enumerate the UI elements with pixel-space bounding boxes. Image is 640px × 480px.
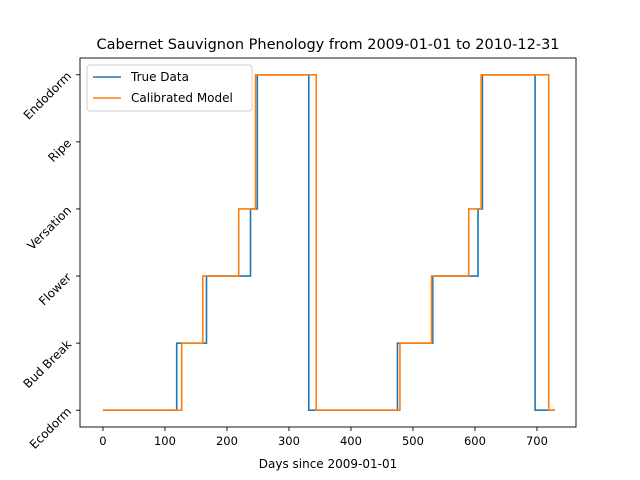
x-axis: 0 100 200 300 400 500 600 700 <box>99 427 548 448</box>
x-tick-label: 700 <box>526 434 548 448</box>
axes-frame <box>79 57 577 428</box>
y-tick-label: Versation <box>24 203 74 253</box>
legend-box <box>86 64 253 112</box>
x-tick-label: 300 <box>278 434 300 448</box>
legend-label: True Data <box>130 70 189 84</box>
y-tick-label: Ripe <box>45 136 74 165</box>
chart-title: Cabernet Sauvignon Phenology from 2009-0… <box>96 37 559 53</box>
y-tick-label: Endodorm <box>21 69 74 122</box>
series-line-calibrated-model <box>102 73 555 412</box>
y-tick-label: Bud Break <box>20 337 74 391</box>
x-axis-label: Days since 2009-01-01 <box>259 457 398 471</box>
x-tick-label: 100 <box>154 434 176 448</box>
x-tick-label: 0 <box>99 434 106 448</box>
y-tick-label: Ecodorm <box>27 404 74 451</box>
y-axis: Ecodorm Bud Break Flower Versation Ripe Endod… <box>20 69 80 452</box>
x-tick-label: 400 <box>340 434 362 448</box>
x-tick-label: 600 <box>464 434 486 448</box>
y-tick-label: Flower <box>36 270 74 308</box>
plot-area <box>102 73 555 412</box>
legend: True Data Calibrated Model <box>86 64 253 112</box>
series-line-true-data <box>102 73 555 412</box>
x-tick-label: 500 <box>402 434 424 448</box>
x-tick-label: 200 <box>216 434 238 448</box>
legend-label: Calibrated Model <box>131 91 233 105</box>
